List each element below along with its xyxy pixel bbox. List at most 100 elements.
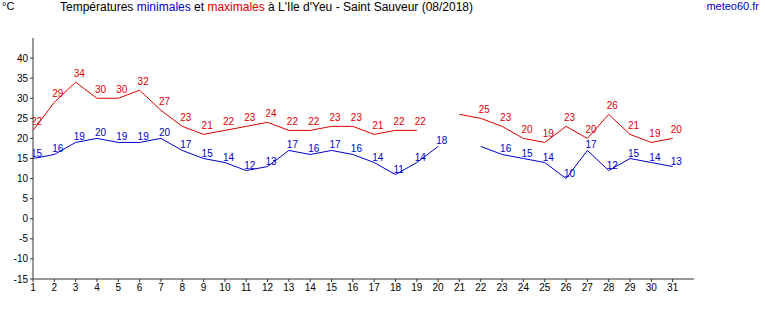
svg-text:26: 26: [607, 100, 619, 111]
svg-text:10: 10: [564, 168, 576, 179]
svg-text:26: 26: [561, 282, 573, 293]
svg-text:13: 13: [283, 282, 295, 293]
svg-text:21: 21: [628, 120, 640, 131]
svg-text:7: 7: [158, 282, 164, 293]
svg-text:27: 27: [582, 282, 594, 293]
svg-text:27: 27: [159, 96, 171, 107]
svg-text:23: 23: [330, 112, 342, 123]
svg-text:22: 22: [308, 116, 320, 127]
svg-text:19: 19: [649, 128, 661, 139]
svg-text:20: 20: [433, 282, 445, 293]
svg-text:19: 19: [116, 131, 128, 142]
svg-text:22: 22: [287, 116, 299, 127]
svg-text:15: 15: [521, 148, 533, 159]
svg-text:15: 15: [202, 148, 214, 159]
svg-text:17: 17: [585, 139, 597, 150]
svg-text:17: 17: [287, 139, 299, 150]
svg-text:23: 23: [351, 112, 363, 123]
svg-text:22: 22: [393, 116, 405, 127]
svg-text:22: 22: [415, 116, 427, 127]
svg-text:28: 28: [603, 282, 615, 293]
svg-text:14: 14: [543, 152, 555, 163]
svg-text:12: 12: [262, 282, 274, 293]
svg-text:29: 29: [624, 282, 636, 293]
svg-text:5: 5: [116, 282, 122, 293]
svg-text:15: 15: [17, 153, 29, 164]
svg-text:40: 40: [17, 53, 29, 64]
svg-text:25: 25: [479, 104, 491, 115]
svg-text:3: 3: [73, 282, 79, 293]
svg-text:21: 21: [372, 120, 384, 131]
svg-text:16: 16: [52, 143, 64, 154]
svg-text:15: 15: [33, 148, 43, 159]
svg-text:11: 11: [241, 282, 252, 293]
svg-text:20: 20: [17, 133, 29, 144]
svg-text:2: 2: [52, 282, 58, 293]
svg-text:29: 29: [52, 88, 64, 99]
svg-text:5: 5: [22, 193, 28, 204]
svg-text:20: 20: [585, 124, 597, 135]
svg-text:23: 23: [564, 112, 576, 123]
svg-text:21: 21: [202, 120, 214, 131]
svg-text:19: 19: [138, 131, 150, 142]
svg-text:12: 12: [607, 160, 619, 171]
svg-text:19: 19: [411, 282, 423, 293]
svg-text:11: 11: [393, 164, 404, 175]
svg-text:23: 23: [497, 282, 509, 293]
svg-text:19: 19: [74, 131, 86, 142]
svg-text:18: 18: [436, 135, 448, 146]
svg-text:20: 20: [671, 124, 683, 135]
svg-text:21: 21: [454, 282, 466, 293]
svg-text:14: 14: [223, 152, 235, 163]
svg-text:22: 22: [223, 116, 235, 127]
svg-text:19: 19: [543, 128, 555, 139]
svg-text:23: 23: [500, 112, 512, 123]
svg-text:13: 13: [671, 156, 683, 167]
svg-text:30: 30: [17, 93, 29, 104]
svg-text:31: 31: [667, 282, 679, 293]
svg-text:12: 12: [244, 160, 256, 171]
svg-text:-5: -5: [19, 233, 28, 244]
svg-text:20: 20: [95, 127, 107, 138]
svg-text:25: 25: [539, 282, 551, 293]
svg-text:17: 17: [330, 139, 342, 150]
svg-text:25: 25: [17, 113, 29, 124]
svg-text:22: 22: [33, 116, 43, 127]
svg-text:6: 6: [137, 282, 143, 293]
svg-text:1: 1: [30, 282, 36, 293]
svg-text:22: 22: [475, 282, 487, 293]
svg-text:14: 14: [415, 152, 427, 163]
svg-text:17: 17: [369, 282, 381, 293]
svg-text:10: 10: [17, 173, 29, 184]
svg-text:16: 16: [308, 143, 320, 154]
svg-text:10: 10: [219, 282, 231, 293]
svg-text:15: 15: [628, 148, 640, 159]
svg-text:14: 14: [649, 152, 661, 163]
svg-text:9: 9: [201, 282, 207, 293]
svg-text:8: 8: [179, 282, 185, 293]
svg-text:30: 30: [116, 84, 128, 95]
svg-text:-15: -15: [14, 274, 29, 285]
svg-text:15: 15: [326, 282, 338, 293]
svg-text:35: 35: [17, 73, 29, 84]
svg-text:24: 24: [518, 282, 530, 293]
svg-text:30: 30: [646, 282, 658, 293]
svg-text:30: 30: [95, 84, 107, 95]
svg-text:14: 14: [372, 152, 384, 163]
svg-text:23: 23: [180, 112, 192, 123]
svg-text:20: 20: [521, 124, 533, 135]
svg-text:23: 23: [244, 112, 256, 123]
svg-text:16: 16: [500, 143, 512, 154]
svg-text:13: 13: [266, 156, 278, 167]
svg-text:16: 16: [351, 143, 363, 154]
svg-text:14: 14: [305, 282, 317, 293]
svg-text:24: 24: [266, 108, 278, 119]
svg-text:4: 4: [94, 282, 100, 293]
svg-text:0: 0: [22, 213, 28, 224]
svg-text:16: 16: [347, 282, 359, 293]
svg-text:34: 34: [74, 68, 86, 79]
svg-text:18: 18: [390, 282, 402, 293]
svg-text:-10: -10: [14, 253, 29, 264]
svg-text:32: 32: [138, 76, 150, 87]
svg-text:20: 20: [159, 127, 171, 138]
